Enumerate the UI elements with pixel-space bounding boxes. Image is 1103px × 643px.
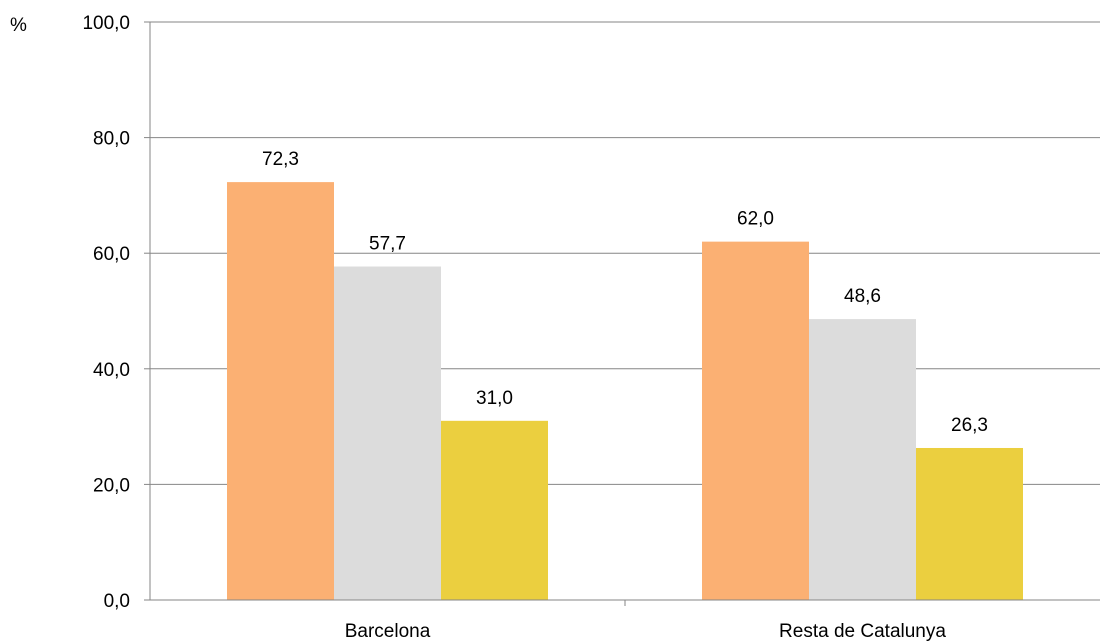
y-tick-label: 0,0 bbox=[104, 591, 130, 612]
y-tick-label: 80,0 bbox=[93, 129, 130, 150]
y-tick-label: 60,0 bbox=[93, 244, 130, 265]
x-category-label: Barcelona bbox=[345, 621, 431, 642]
bar bbox=[227, 182, 334, 600]
bar bbox=[916, 447, 1023, 600]
bar bbox=[809, 319, 916, 600]
y-axis-unit-label: % bbox=[10, 15, 27, 36]
y-tick-label: 20,0 bbox=[93, 475, 130, 496]
bars bbox=[227, 182, 1023, 600]
data-label: 62,0 bbox=[737, 209, 774, 230]
data-label: 31,0 bbox=[476, 388, 513, 409]
bar bbox=[334, 266, 441, 600]
bar bbox=[702, 241, 809, 600]
data-label: 48,6 bbox=[844, 286, 881, 307]
bar bbox=[441, 420, 548, 600]
data-label: 72,3 bbox=[262, 149, 299, 170]
data-label: 26,3 bbox=[951, 415, 988, 436]
labels: 0,0 20,0 40,0 60,0 80,0 100,0 72,3 57,7 31,0 Barc… bbox=[82, 13, 988, 642]
axes bbox=[144, 21, 1100, 606]
data-label: 57,7 bbox=[369, 233, 406, 254]
x-category-label: Resta de Catalunya bbox=[779, 621, 946, 642]
y-tick-label: 40,0 bbox=[93, 360, 130, 381]
y-tick-label: 100,0 bbox=[82, 13, 130, 34]
